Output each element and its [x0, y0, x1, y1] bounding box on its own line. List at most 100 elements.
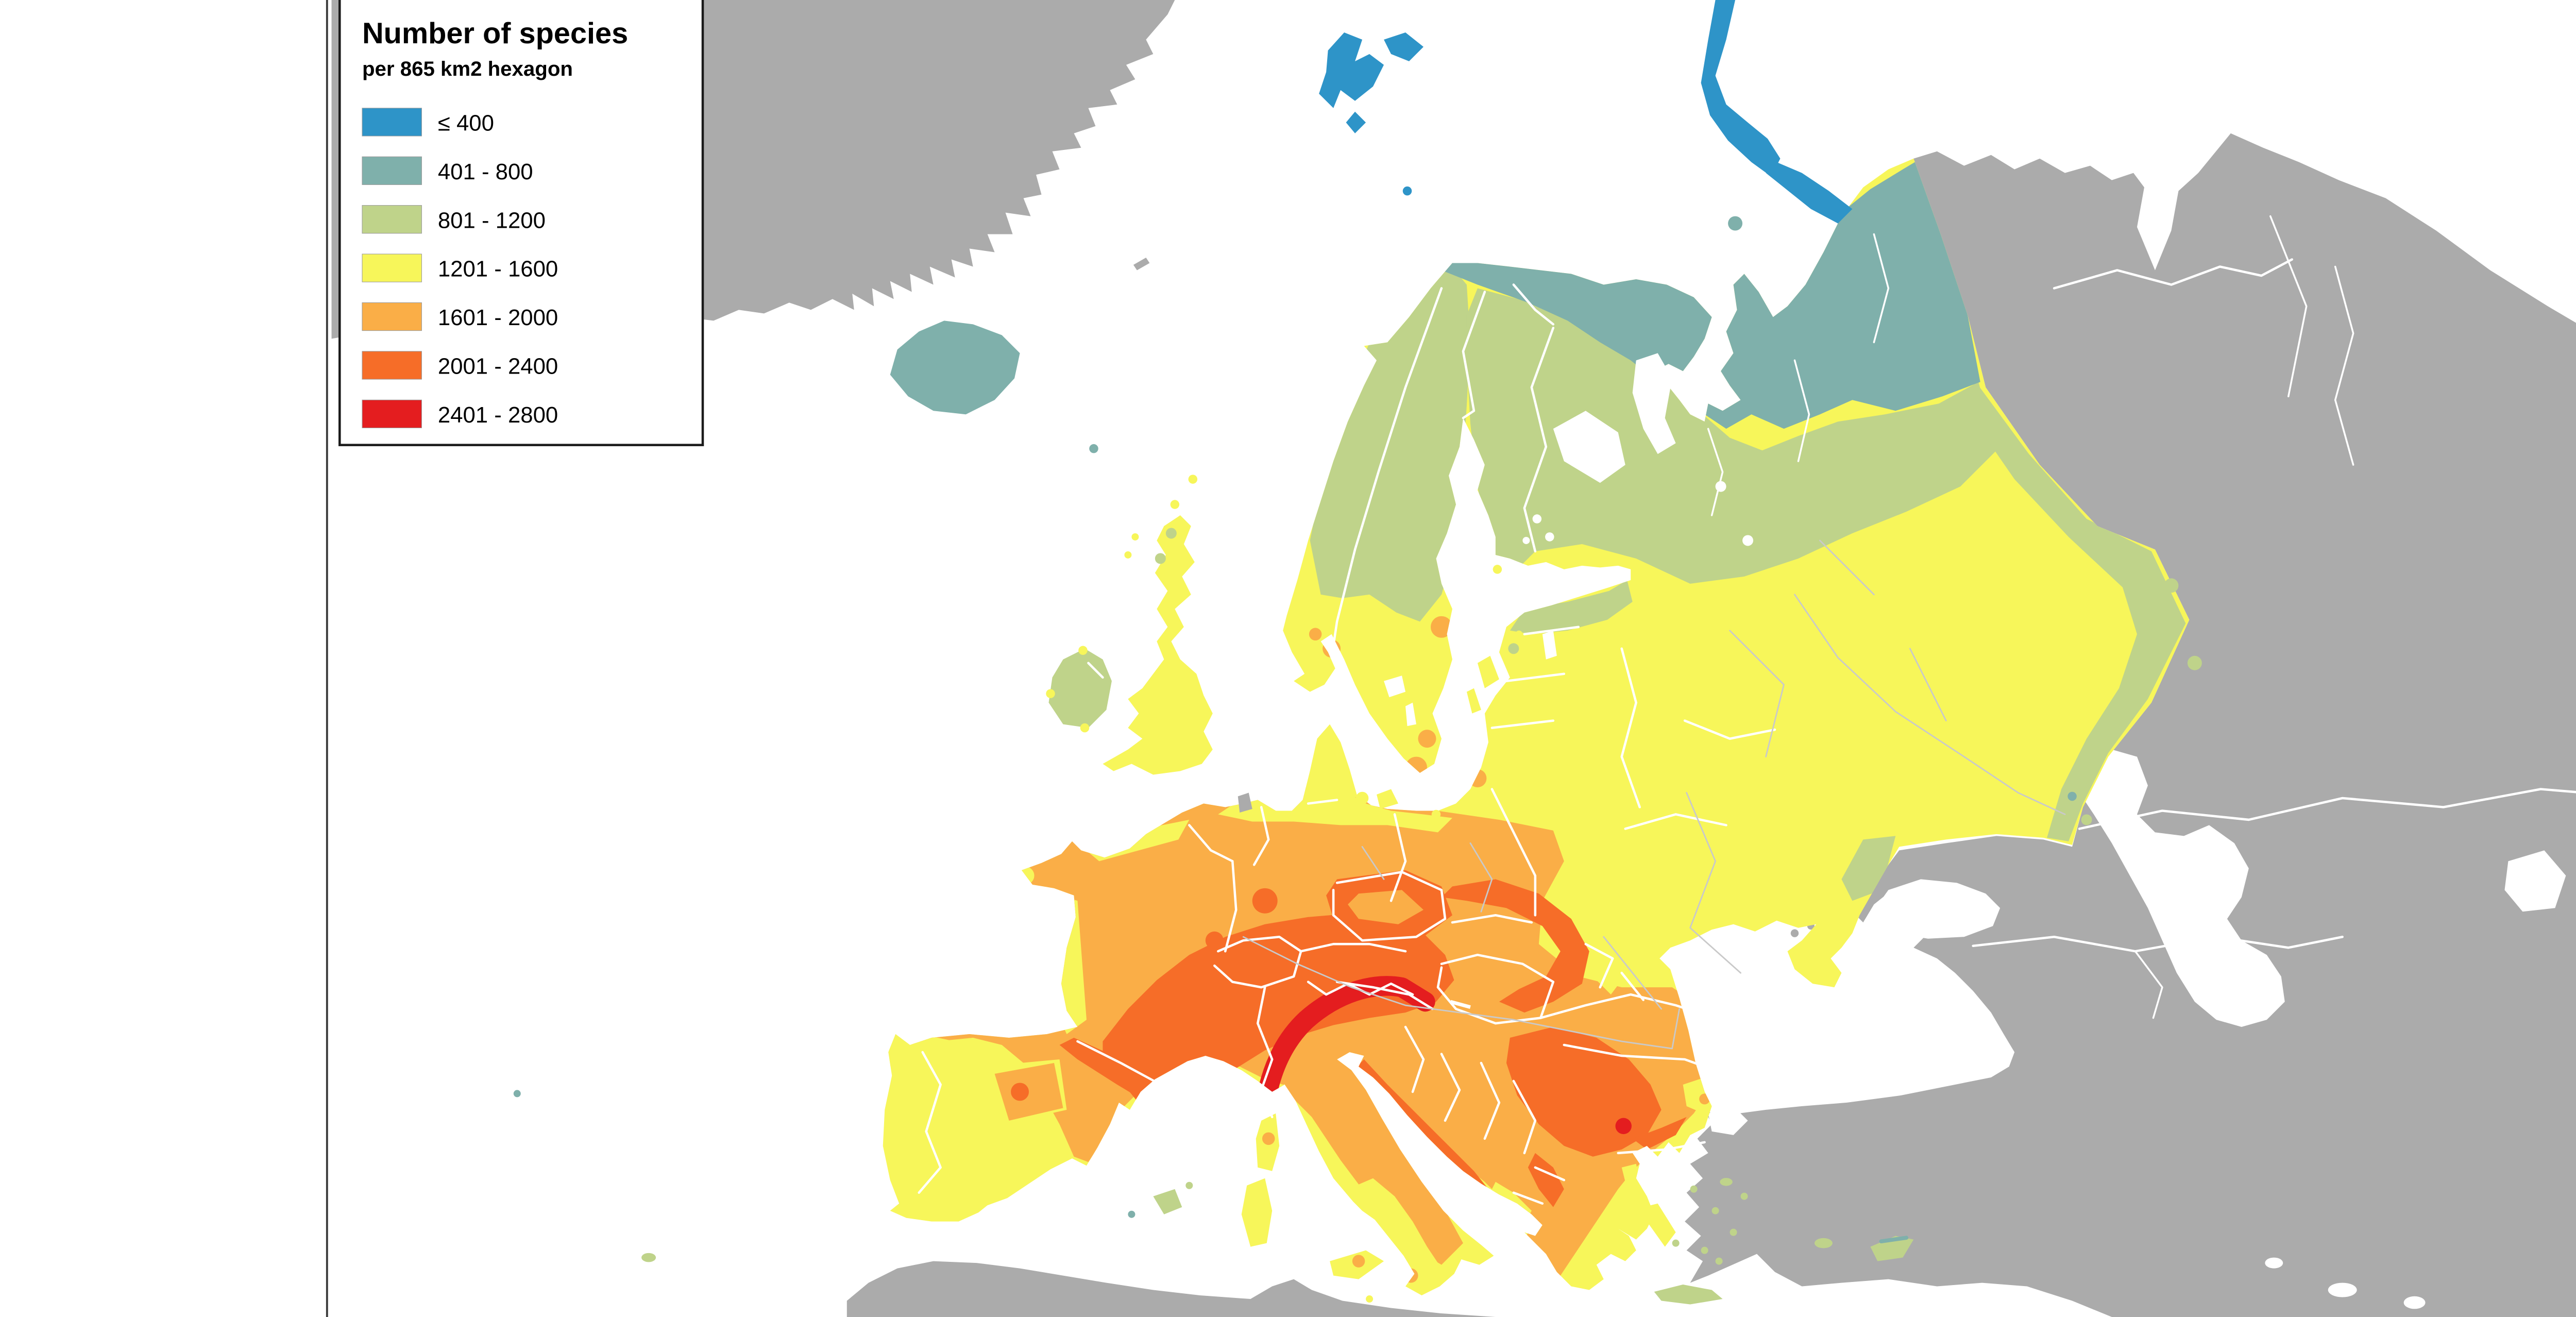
legend-label-4: 1601 - 2000 — [438, 305, 558, 330]
corsica-orange-dot — [1262, 1132, 1275, 1145]
legend-title: Number of species — [362, 17, 628, 50]
lake-van — [2328, 1282, 2357, 1297]
fringe-dot — [2081, 814, 2092, 825]
iceland-region — [890, 320, 1020, 415]
legend-item-1: 401 - 800 — [362, 156, 533, 185]
border-france-italy — [1256, 986, 1274, 1119]
bear-island — [1402, 186, 1412, 196]
aegean-island — [1730, 1228, 1737, 1236]
border-alps-countries — [1299, 942, 1407, 953]
cyprus-teal-ridge — [1879, 1236, 1909, 1243]
volga-river — [1794, 594, 2066, 815]
menorca-island — [1185, 1181, 1193, 1189]
mezen-river — [1793, 359, 1810, 462]
legend-item-4: 1601 - 2000 — [362, 302, 558, 331]
border-spain-portugal — [918, 1051, 942, 1194]
border-norway-russia — [1512, 283, 1555, 326]
border-serbia-bulgaria — [1512, 1079, 1537, 1155]
lake-sevan — [2265, 1257, 2283, 1269]
rybinsk-reservoir — [1742, 535, 1754, 546]
lake-balaton — [1450, 1000, 1471, 1009]
aegean-island — [1715, 1257, 1723, 1265]
euboea-island — [1643, 1203, 1676, 1247]
lake-urmia — [2403, 1296, 2426, 1309]
border-czech-ring — [1332, 871, 1447, 942]
legend-item-3: 1201 - 1600 — [362, 254, 558, 282]
orkney-islands — [1170, 500, 1180, 509]
patch-red-alps-arc — [1253, 976, 1435, 1131]
border-serbia-montenegro — [1480, 1061, 1501, 1140]
legend-swatch-0 — [362, 108, 422, 137]
border-norway-sweden — [1330, 287, 1443, 659]
border-croatia-bosnia — [1404, 1025, 1425, 1093]
aegean-island — [1740, 1192, 1748, 1200]
caucasus-border-spur — [2134, 950, 2163, 1019]
band-yellow-moldova — [1578, 919, 1633, 995]
rivers — [1242, 233, 2066, 1050]
border-slovakia-hungary — [1451, 914, 1533, 924]
legend-item-2: 801 - 1200 — [362, 205, 546, 234]
legend-item-5: 2001 - 2400 — [362, 351, 558, 380]
border-ukraine-romania — [1584, 942, 1614, 989]
dvina-river — [1707, 428, 1724, 516]
band-green-estonia — [1510, 580, 1633, 634]
caucasus-border-line — [1972, 935, 2344, 953]
band-green-northeast — [1466, 288, 1997, 584]
band-orange-italy — [1283, 1050, 1463, 1265]
bornholm-island — [1431, 809, 1441, 819]
finnish-lake — [1522, 536, 1530, 544]
elbe-river — [1361, 846, 1385, 880]
legend-swatch-2 — [362, 205, 422, 234]
border-france-belgium — [1188, 824, 1234, 863]
aegean-island — [1690, 1185, 1698, 1193]
band-green-boundary-strip — [1978, 385, 2186, 841]
legend-swatch-6 — [362, 399, 422, 428]
lesbos-island — [1720, 1178, 1733, 1186]
crete-island — [1654, 1285, 1723, 1305]
border-bosnia-serbia — [1440, 1053, 1461, 1122]
scotland-green-dot — [1165, 528, 1177, 539]
fringe-dot — [2164, 578, 2179, 593]
legend-box: Number of species per 865 km2 hexagon ≤ … — [338, 0, 704, 446]
north-russia-border-line — [2053, 258, 2294, 290]
border-france-spain — [1076, 1040, 1165, 1088]
aegean-island — [1711, 1207, 1719, 1214]
aegean-island — [1701, 1246, 1708, 1254]
ireland-yellow-fringe — [1078, 646, 1088, 655]
ural-border-line — [2334, 265, 2354, 466]
legend-swatch-4 — [362, 302, 422, 331]
lake-ladoga — [1553, 411, 1625, 483]
rhodes-island — [1814, 1238, 1833, 1248]
finnish-lake — [1532, 514, 1542, 524]
hiiumaa-island — [1515, 630, 1523, 638]
legend-label-0: ≤ 400 — [438, 111, 494, 136]
kerch-strait — [1846, 924, 1876, 957]
faroe-islands — [1089, 444, 1098, 453]
border-rhine — [1224, 860, 1238, 953]
ireland-yellow-fringe — [1080, 723, 1090, 733]
patch-dark-vosges — [1205, 931, 1224, 950]
border-baltics3 — [1490, 719, 1555, 729]
scotland-green-dot — [1155, 553, 1166, 564]
border-russia-belarus — [1620, 647, 1641, 808]
patch-orange-bohemia-inner — [1348, 890, 1423, 924]
sea-of-azov — [1870, 879, 2001, 939]
ireland-yellow-fringe — [1046, 689, 1055, 698]
patch-dark-madrid-sierra — [1011, 1083, 1029, 1101]
gotland-island — [1477, 655, 1499, 688]
lake-peipus — [1542, 630, 1557, 660]
ibiza-island — [1128, 1210, 1136, 1218]
patch-dark-pindus — [1528, 1153, 1564, 1207]
admin-line-russia — [1729, 630, 1785, 757]
vaygach-island — [1859, 229, 1871, 240]
legend-label-1: 401 - 800 — [438, 159, 533, 184]
border-austria-italy-slovenia — [1335, 981, 1434, 1010]
patch-orange-stockholm-south — [1430, 616, 1452, 638]
border-ukraine-belarus — [1624, 813, 1727, 830]
azores-speck — [513, 1090, 521, 1098]
border-sweden-finland — [1462, 291, 1486, 419]
vistula-river — [1469, 842, 1493, 913]
saaremaa-island — [1508, 643, 1519, 654]
patch-dark-pyrenees — [1059, 1038, 1168, 1106]
border-russia-ukraine — [1683, 719, 1776, 740]
